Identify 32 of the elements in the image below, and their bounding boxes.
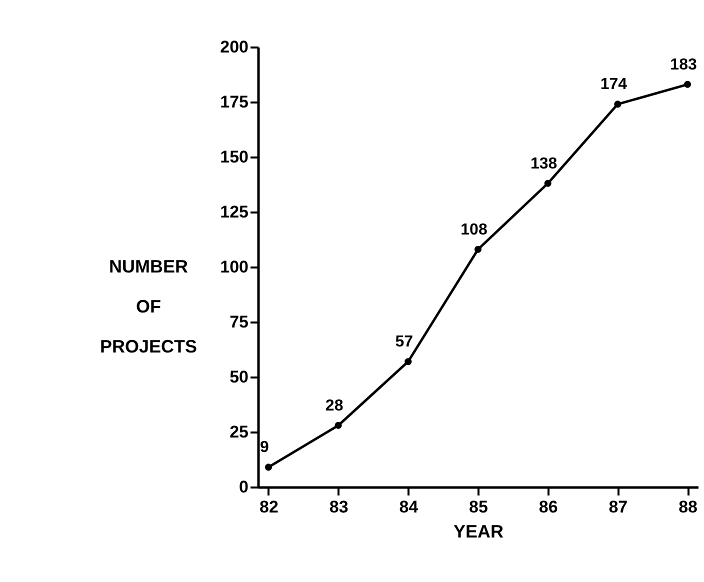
- data-label: 183: [670, 56, 697, 74]
- x-tick-label: 85: [469, 498, 488, 516]
- data-label: 9: [260, 439, 270, 456]
- point: [334, 422, 342, 429]
- point: [474, 246, 482, 253]
- x-tick-label: 86: [538, 498, 558, 516]
- y-tick-label: 125: [220, 202, 248, 222]
- point: [264, 464, 272, 471]
- y-tick-label: 200: [220, 38, 248, 56]
- point: [404, 358, 412, 366]
- y-tick-label: 75: [230, 312, 248, 332]
- y-tick-label: 0: [239, 478, 248, 496]
- data-label: 28: [325, 397, 344, 414]
- y-tick-label: 100: [220, 258, 248, 276]
- y-tick-label: 50: [230, 368, 248, 386]
- y-axis-title: NUMBER OF PROJECTS: [100, 256, 198, 356]
- x-tick-label: 84: [399, 498, 419, 516]
- data-label: 138: [530, 155, 558, 172]
- point: [614, 100, 622, 108]
- point: [544, 180, 552, 187]
- x-tick-label: 83: [329, 498, 348, 516]
- y-tick-label: 25: [230, 422, 248, 442]
- y-tick-label: 175: [220, 92, 248, 112]
- x-tick-label: 82: [260, 498, 278, 516]
- data-label: 57: [395, 334, 414, 351]
- point: [684, 80, 692, 88]
- x-tick-label: 88: [678, 498, 698, 516]
- x-tick-label: 87: [608, 498, 628, 516]
- y-tick-label: 150: [220, 148, 248, 166]
- data-label: 108: [460, 221, 488, 238]
- data-label: 174: [600, 76, 628, 94]
- x-axis-title: YEAR: [453, 522, 504, 542]
